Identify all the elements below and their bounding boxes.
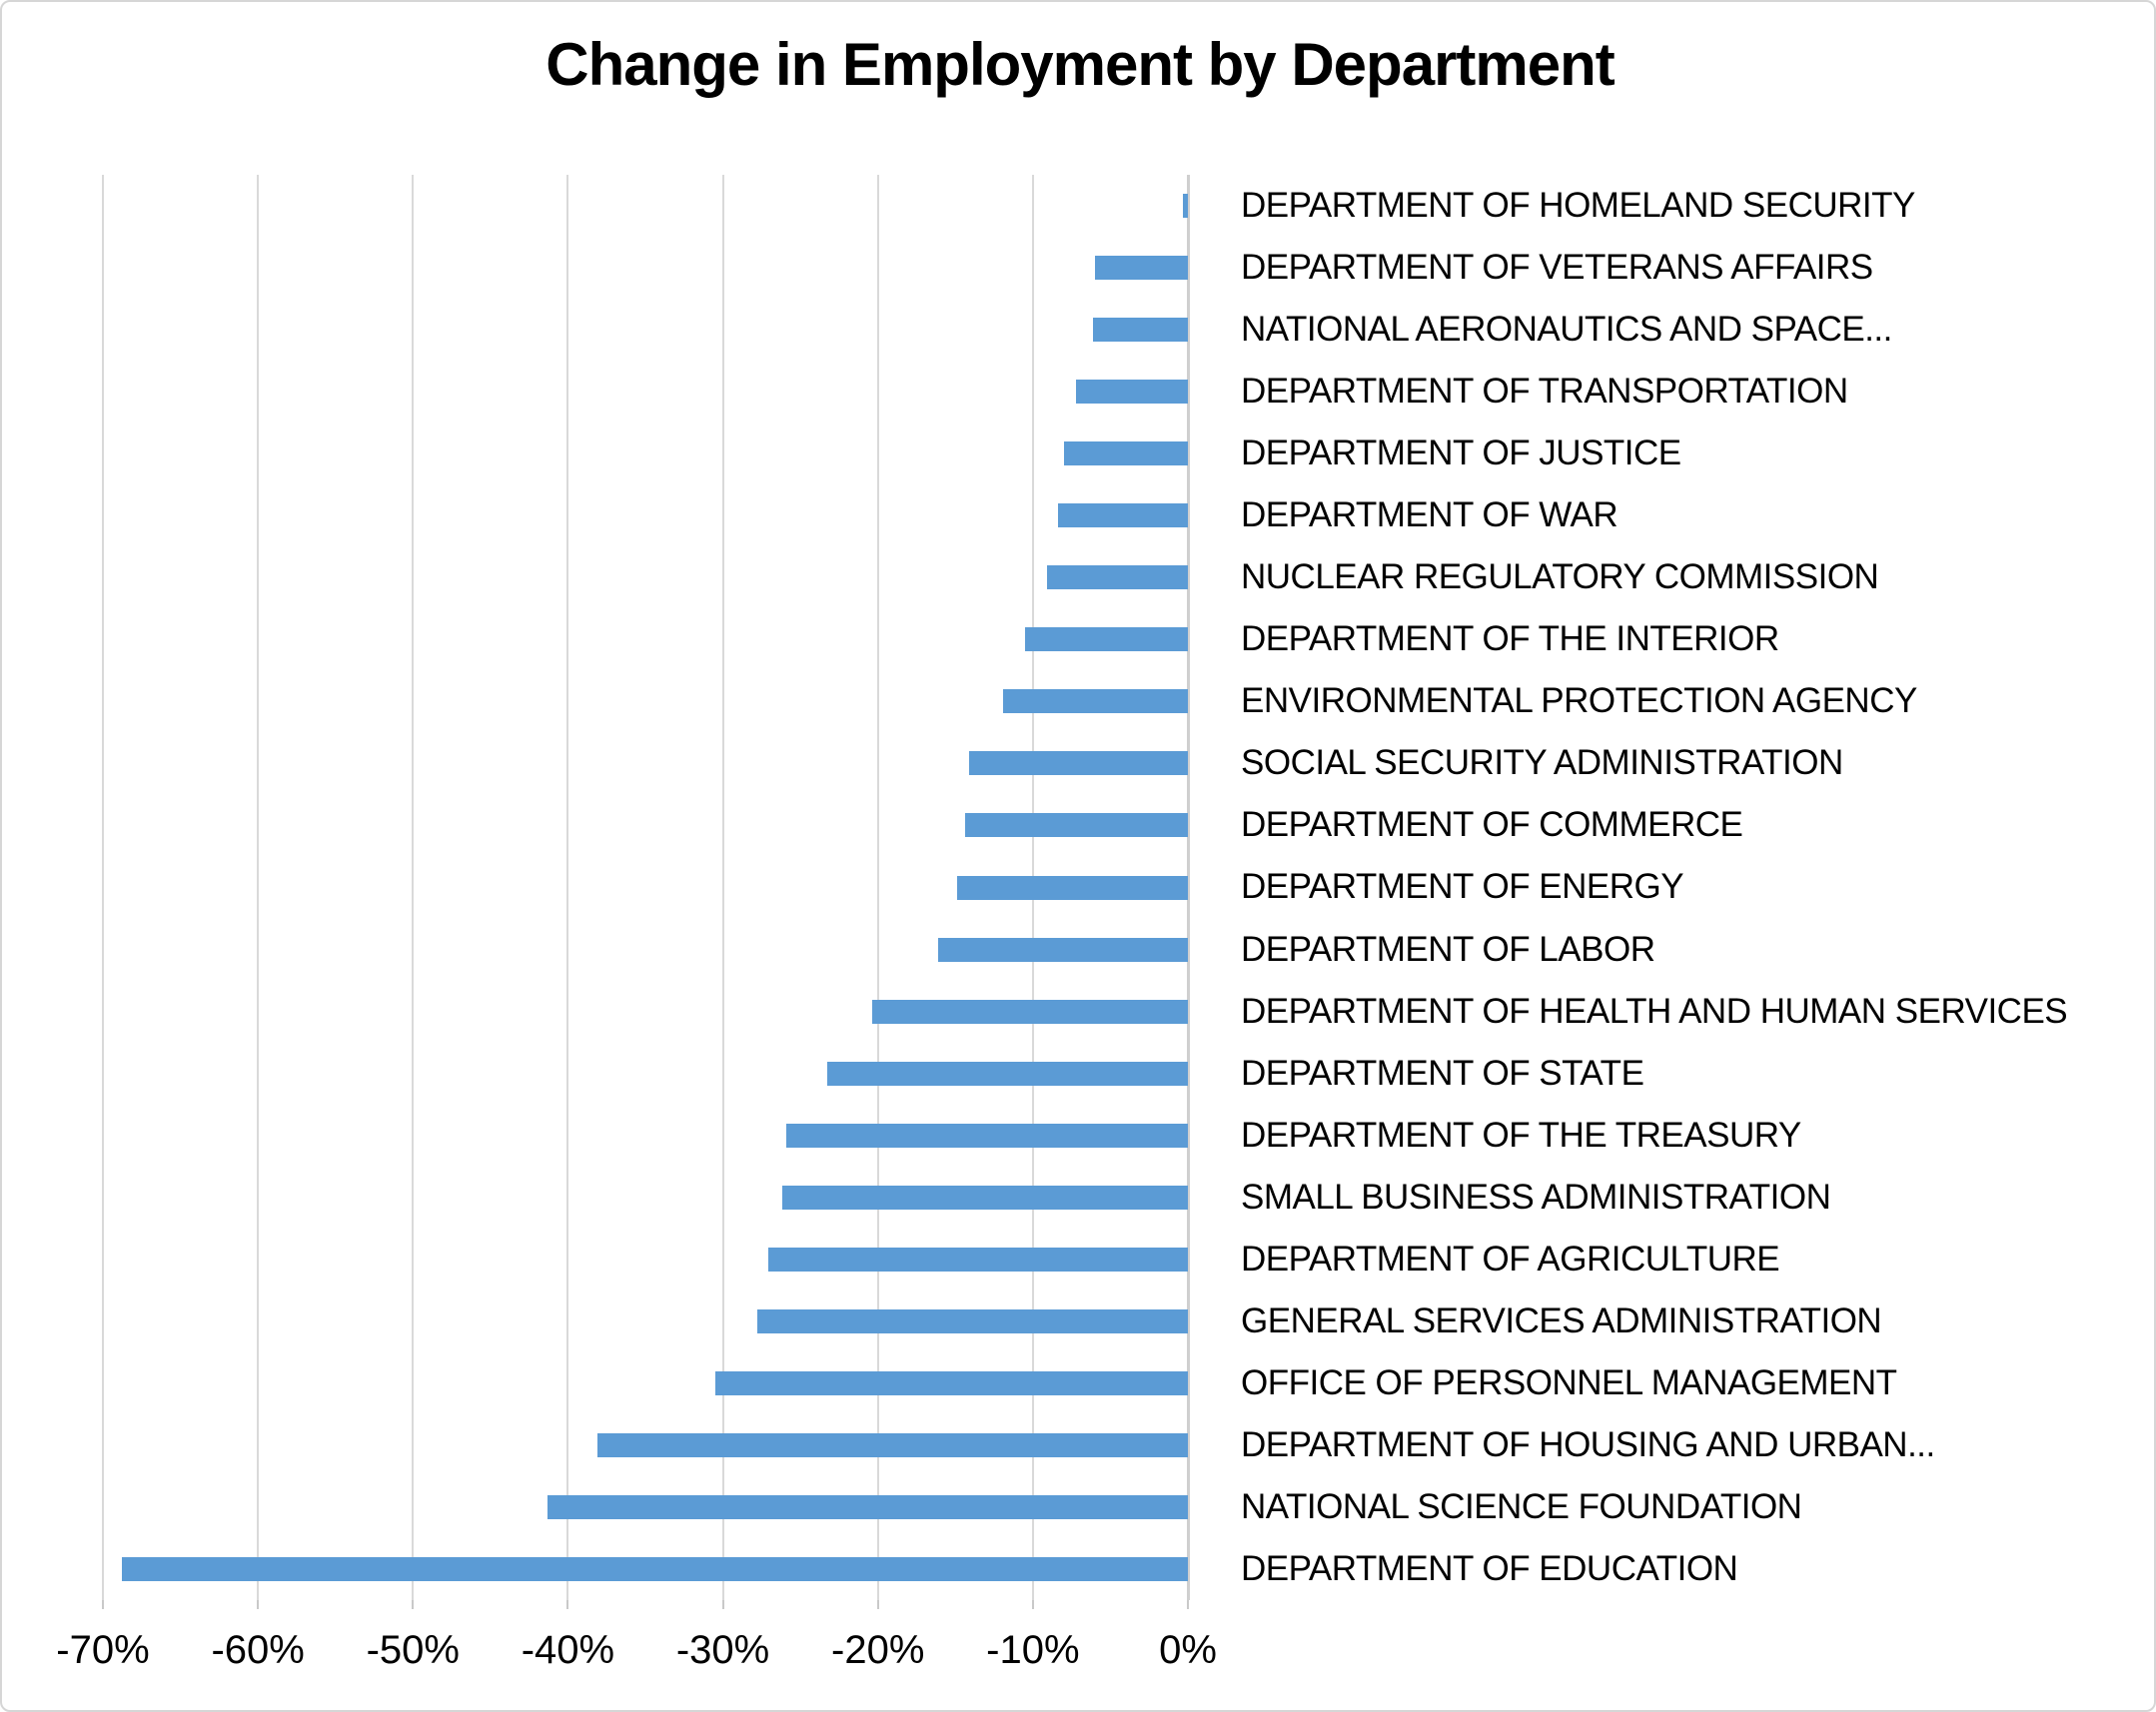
category-label: ENVIRONMENTAL PROTECTION AGENCY [1241,681,1917,721]
bar [938,937,1188,962]
bar [1063,441,1188,466]
axis-tick [102,1600,104,1609]
category-label: DEPARTMENT OF THE TREASURY [1241,1115,1801,1155]
category-label: DEPARTMENT OF STATE [1241,1053,1644,1093]
category-label: DEPARTMENT OF THE INTERIOR [1241,619,1779,659]
bar [121,1556,1188,1581]
category-label: DEPARTMENT OF AGRICULTURE [1241,1239,1780,1279]
category-label: DEPARTMENT OF LABOR [1241,929,1655,969]
category-label: DEPARTMENT OF VETERANS AFFAIRS [1241,248,1873,288]
x-tick-label: -30% [675,1628,770,1672]
category-label: DEPARTMENT OF ENERGY [1241,867,1684,907]
gridline [566,175,569,1600]
gridline [412,175,415,1600]
bar [1094,256,1188,281]
category-label: NATIONAL SCIENCE FOUNDATION [1241,1486,1802,1526]
gridline [102,175,104,1600]
category-label: DEPARTMENT OF HOUSING AND URBAN... [1241,1424,1935,1464]
category-label: NATIONAL AERONAUTICS AND SPACE... [1241,310,1892,350]
bar [756,1308,1188,1333]
bar [1003,689,1188,714]
category-label: DEPARTMENT OF JUSTICE [1241,433,1681,473]
category-label: DEPARTMENT OF WAR [1241,495,1618,535]
x-tick-label: -60% [211,1628,305,1672]
axis-tick [1031,1600,1034,1609]
bar [956,875,1188,900]
bar [767,1247,1188,1272]
gridline [876,175,879,1600]
x-tick-label: -70% [56,1628,150,1672]
x-tick-label: -10% [986,1628,1080,1672]
axis-tick [412,1600,415,1609]
category-label: GENERAL SERVICES ADMINISTRATION [1241,1300,1882,1340]
bar [969,751,1188,776]
x-tick-label: -40% [521,1628,615,1672]
bar [1046,565,1188,590]
axis-tick [721,1600,724,1609]
axis-tick [1187,1600,1189,1609]
category-label: DEPARTMENT OF HEALTH AND HUMAN SERVICES [1241,991,2068,1031]
bar [596,1432,1188,1457]
gridline [257,175,260,1600]
gridline [721,175,724,1600]
category-label: DEPARTMENT OF COMMERCE [1241,805,1743,845]
category-label: SOCIAL SECURITY ADMINISTRATION [1241,743,1843,783]
bar [1057,503,1188,528]
category-label: DEPARTMENT OF HOMELAND SECURITY [1241,186,1915,226]
category-label: DEPARTMENT OF TRANSPORTATION [1241,372,1848,412]
bar [1183,194,1188,219]
bar [1025,627,1188,652]
category-label: OFFICE OF PERSONNEL MANAGEMENT [1241,1362,1897,1402]
axis-tick [566,1600,569,1609]
chart-title: Change in Employment by Department [545,31,1616,98]
zero-axis-line [1186,175,1190,1600]
axis-tick [257,1600,260,1609]
category-label: DEPARTMENT OF EDUCATION [1241,1548,1738,1588]
bar [786,1123,1188,1148]
category-label: NUCLEAR REGULATORY COMMISSION [1241,557,1879,597]
bar [871,999,1188,1024]
x-tick-label: -50% [366,1628,460,1672]
x-tick-label: -20% [831,1628,925,1672]
bar [781,1185,1188,1210]
x-tick-label: 0% [1159,1628,1217,1672]
axis-tick [876,1600,879,1609]
bar [964,813,1188,838]
bar [1093,318,1188,343]
bar [1076,380,1188,405]
category-label: SMALL BUSINESS ADMINISTRATION [1241,1177,1831,1217]
bar [826,1061,1188,1086]
bar [714,1370,1188,1395]
bar [547,1494,1188,1519]
